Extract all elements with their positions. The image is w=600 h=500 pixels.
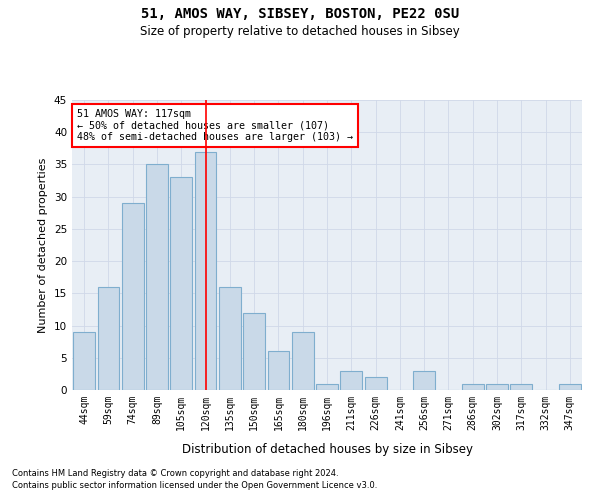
Bar	[219, 287, 241, 390]
Text: 51 AMOS WAY: 117sqm
← 50% of detached houses are smaller (107)
48% of semi-detac: 51 AMOS WAY: 117sqm ← 50% of detached ho…	[77, 108, 353, 142]
Text: Contains HM Land Registry data © Crown copyright and database right 2024.: Contains HM Land Registry data © Crown c…	[12, 468, 338, 477]
Bar	[194, 152, 217, 390]
Bar	[559, 384, 581, 390]
Text: 51, AMOS WAY, SIBSEY, BOSTON, PE22 0SU: 51, AMOS WAY, SIBSEY, BOSTON, PE22 0SU	[141, 8, 459, 22]
Bar	[340, 370, 362, 390]
Bar	[292, 332, 314, 390]
Text: Contains public sector information licensed under the Open Government Licence v3: Contains public sector information licen…	[12, 481, 377, 490]
Bar	[243, 312, 265, 390]
Bar	[170, 178, 192, 390]
Bar	[97, 287, 119, 390]
Bar	[268, 352, 289, 390]
Text: Distribution of detached houses by size in Sibsey: Distribution of detached houses by size …	[182, 442, 473, 456]
Bar	[316, 384, 338, 390]
Text: Size of property relative to detached houses in Sibsey: Size of property relative to detached ho…	[140, 25, 460, 38]
Bar	[73, 332, 95, 390]
Bar	[146, 164, 168, 390]
Bar	[462, 384, 484, 390]
Bar	[122, 203, 143, 390]
Bar	[413, 370, 435, 390]
Bar	[365, 377, 386, 390]
Y-axis label: Number of detached properties: Number of detached properties	[38, 158, 49, 332]
Bar	[486, 384, 508, 390]
Bar	[511, 384, 532, 390]
